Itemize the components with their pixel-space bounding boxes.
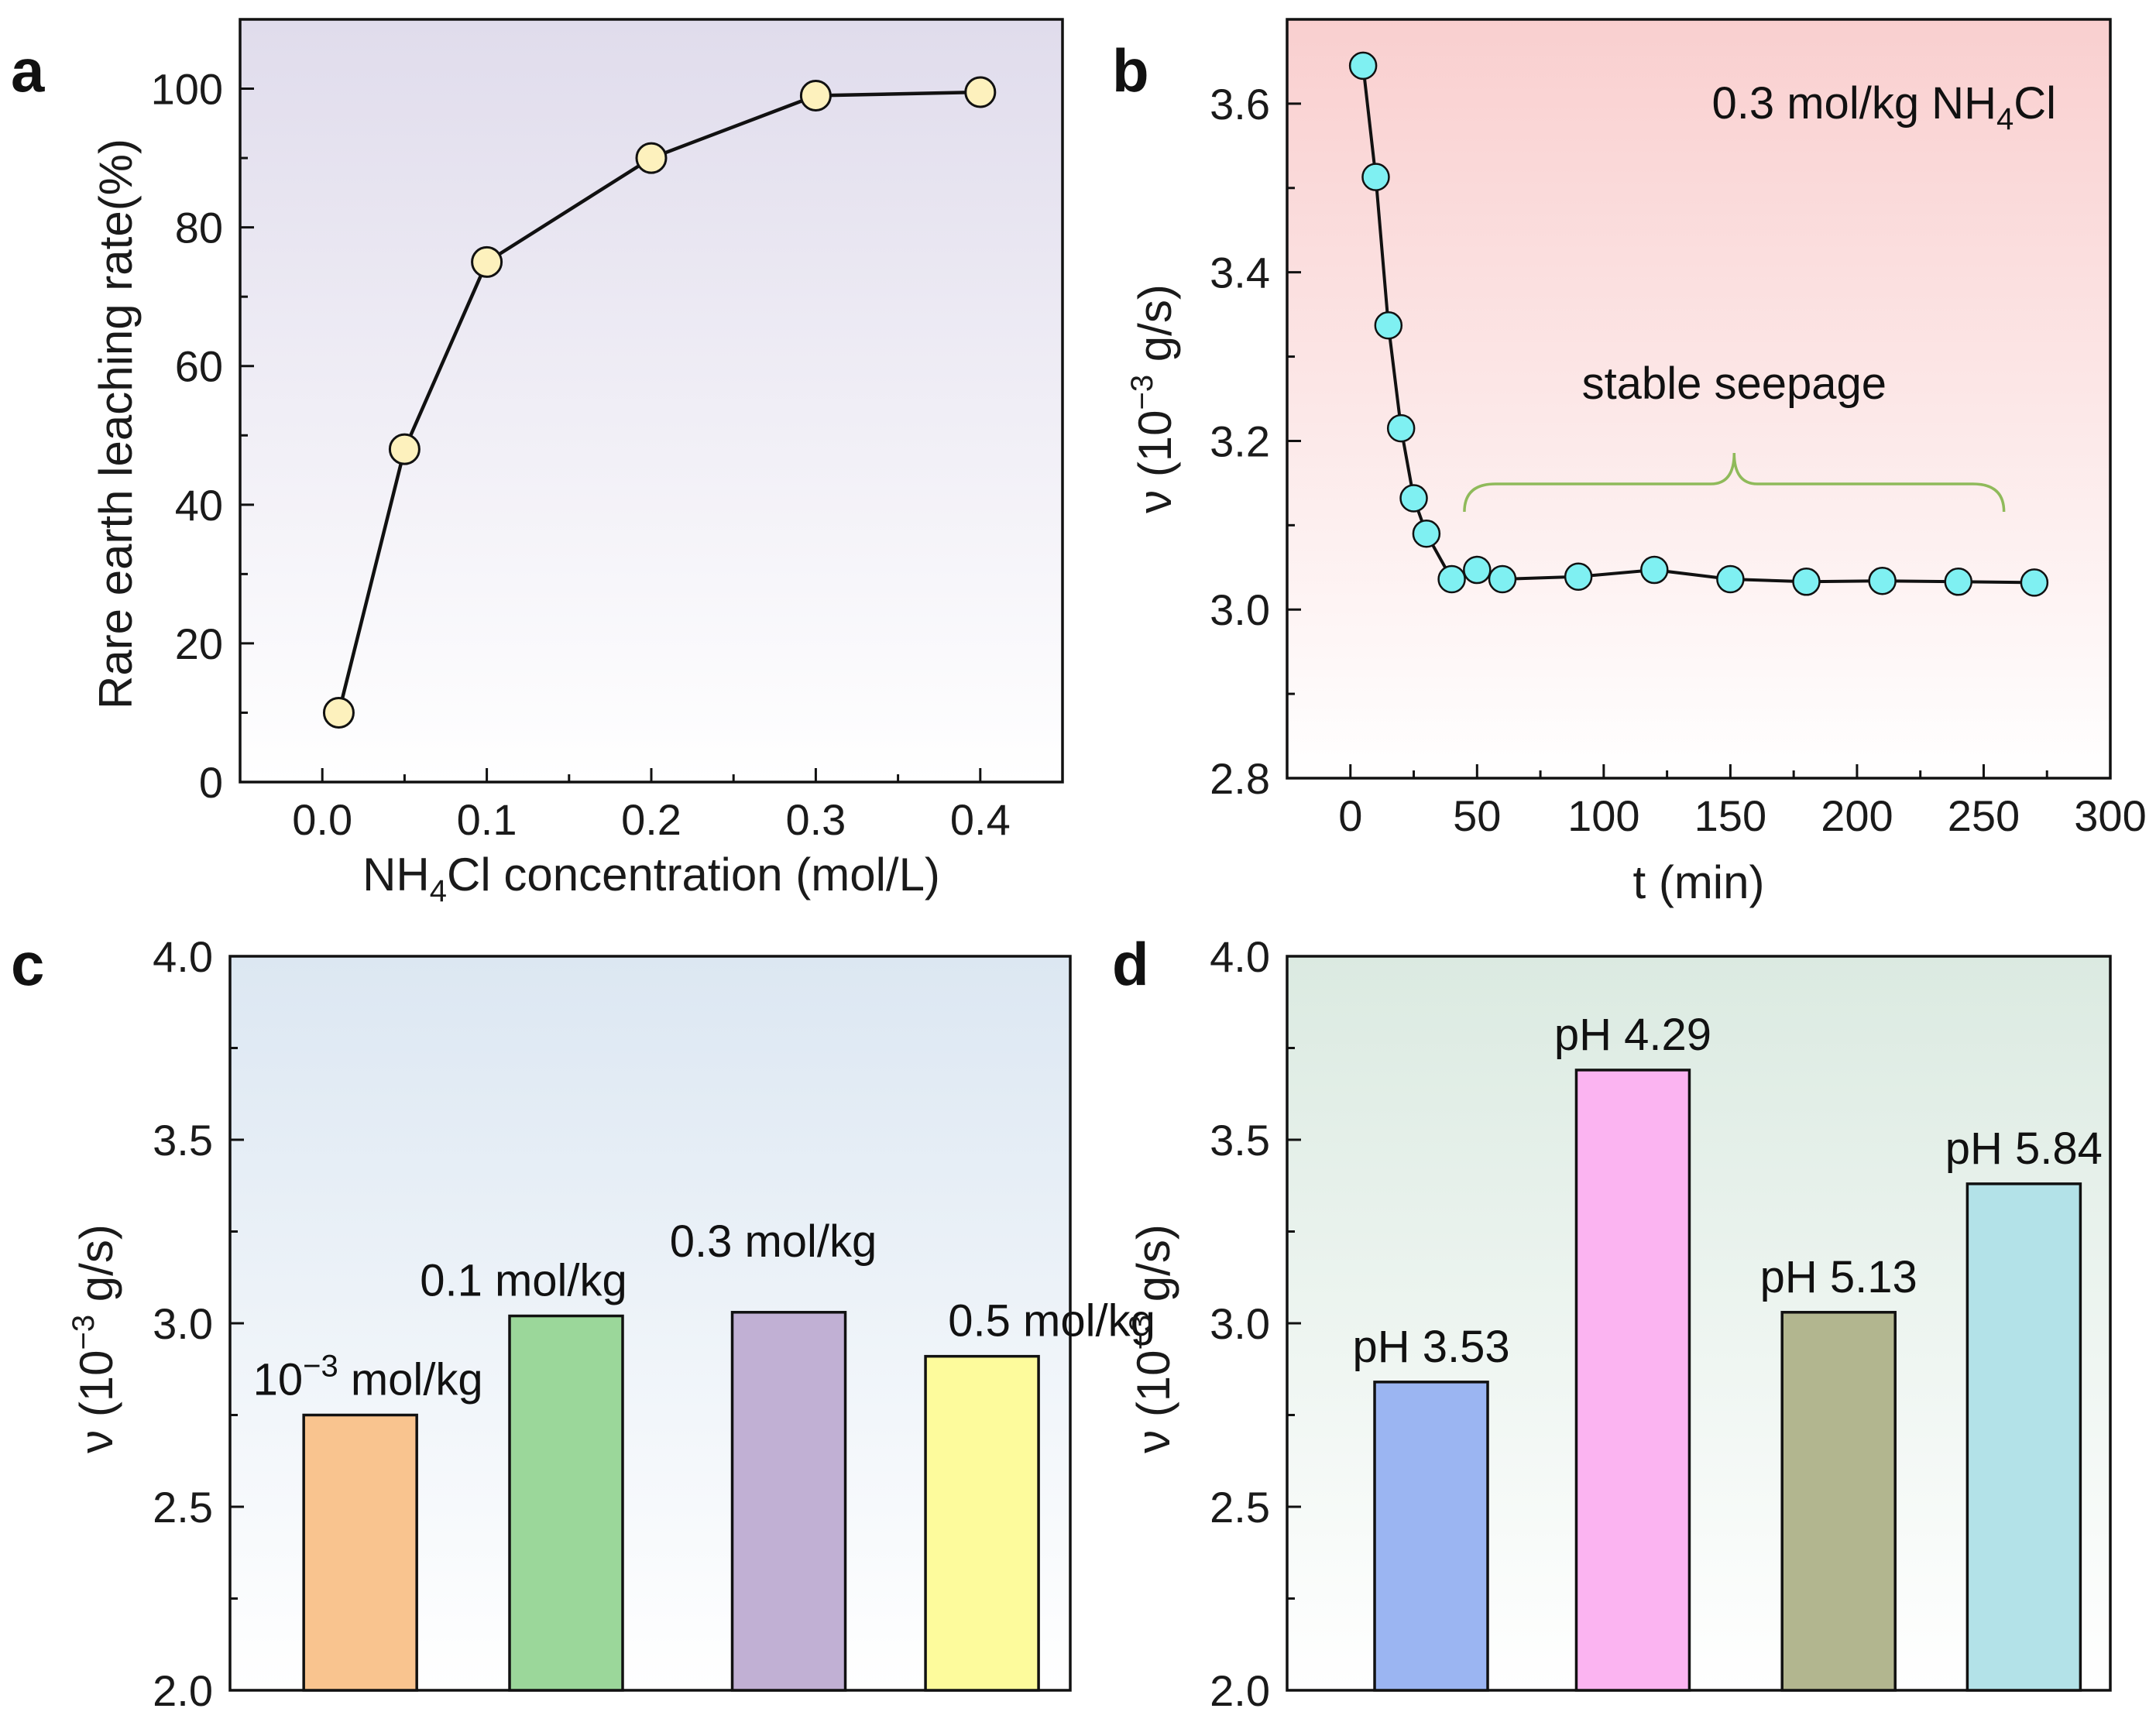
data-point — [1716, 564, 1745, 594]
y-axis-title: ν (10−3 g/s) — [1125, 284, 1181, 513]
x-tick-label: 0 — [1338, 791, 1362, 840]
y-tick-label: 2.0 — [153, 1666, 213, 1715]
bar-4 — [1965, 1182, 2082, 1692]
y-tick-label: 3.0 — [153, 1299, 213, 1348]
plot-frame — [1286, 955, 2112, 1692]
y-tick-label: 2.8 — [1210, 754, 1270, 803]
bar-1 — [302, 1413, 418, 1692]
data-point — [1944, 568, 1973, 596]
data-point — [322, 696, 355, 729]
x-tick-label: 0.2 — [621, 795, 681, 844]
x-tick-label: 250 — [1948, 791, 2020, 840]
bar-3 — [1780, 1311, 1897, 1692]
plot-background — [240, 19, 1063, 782]
y-axis-title: ν (10−3 g/s) — [67, 1224, 122, 1453]
data-point — [1361, 163, 1390, 191]
y-tick-label: 3.4 — [1210, 249, 1270, 297]
x-tick-label: 200 — [1821, 791, 1893, 840]
plot-frame — [239, 18, 1064, 784]
plot-background — [1287, 19, 2110, 778]
bar-label-3: pH 5.13 — [1760, 1252, 1917, 1302]
data-point — [1399, 484, 1428, 513]
y-tick-label: 2.5 — [1210, 1483, 1270, 1532]
data-point — [2020, 568, 2049, 597]
panel-label-b: b — [1112, 36, 1149, 105]
y-tick-label: 2.5 — [153, 1483, 213, 1532]
x-tick-label: 0.4 — [950, 795, 1011, 844]
data-point — [1792, 568, 1821, 596]
data-point — [1868, 566, 1897, 595]
bar-3 — [730, 1311, 847, 1692]
bar-label-1: 10−3 mol/kg — [253, 1350, 483, 1405]
x-tick-label: 0.1 — [457, 795, 517, 844]
data-point — [1437, 564, 1466, 594]
bar-2 — [508, 1314, 624, 1692]
y-tick-label: 40 — [175, 481, 223, 530]
bar-label-4: 0.5 mol/kg — [948, 1296, 1155, 1346]
bar-label-2: 0.1 mol/kg — [420, 1256, 627, 1306]
plot-frame — [228, 955, 1072, 1692]
data-point — [799, 80, 832, 111]
data-point — [1463, 555, 1492, 585]
y-tick-label: 4.0 — [1210, 932, 1270, 981]
bar-1 — [1373, 1381, 1489, 1692]
y-tick-label: 3.5 — [1210, 1116, 1270, 1165]
panel-d-ph-bar-chart: 2.0 2.5 3.0 3.5 4.0 pH 3.53 pH 4.29 pH 5.13 pH 5… — [1124, 932, 2112, 1715]
y-tick-label: 3.6 — [1210, 80, 1270, 129]
data-point — [1386, 413, 1416, 443]
x-tick-label: 300 — [2074, 791, 2146, 840]
data-point — [388, 433, 421, 465]
y-tick-label: 3.0 — [1210, 1299, 1270, 1348]
panel-label-c: c — [11, 930, 44, 998]
y-tick-label: 100 — [151, 65, 223, 114]
series-line — [337, 90, 980, 713]
x-tick-label: 0.0 — [292, 795, 352, 844]
x-tick-label: 100 — [1567, 791, 1639, 840]
data-point — [1564, 562, 1593, 592]
x-axis-title: NH4Cl concentration (mol/L) — [362, 849, 940, 908]
x-axis-title: t (min) — [1633, 856, 1765, 908]
data-point — [1348, 51, 1378, 81]
bar-4 — [924, 1354, 1040, 1692]
data-point — [1412, 519, 1441, 548]
x-tick-label: 0.3 — [785, 795, 846, 844]
panel-c-concentration-bar-chart: 2.0 2.5 3.0 3.5 4.0 10−3 mol/kg 0.1 mol/kg 0.3 … — [67, 932, 1155, 1715]
panel-label-d: d — [1112, 930, 1149, 998]
y-tick-label: 20 — [175, 619, 223, 668]
y-tick-label: 2.0 — [1210, 1666, 1270, 1715]
data-point — [635, 142, 668, 174]
y-tick-label: 60 — [175, 342, 223, 391]
panel-b-seepage-chart: 2.8 3.0 3.2 3.4 3.6 0 50 100 150 200 250 300 0.3 mol… — [1125, 18, 2147, 908]
data-point — [1640, 555, 1669, 585]
y-axis-title: Rare earth leaching rate(%) — [90, 139, 142, 709]
bar-label-2: pH 4.29 — [1554, 1010, 1711, 1060]
annotation-stable-seepage: stable seepage — [1582, 358, 1886, 409]
panel-label-a: a — [11, 36, 45, 105]
data-point — [1488, 564, 1517, 594]
data-point — [964, 76, 997, 108]
y-tick-label: 3.2 — [1210, 417, 1270, 465]
bar-label-4: pH 5.84 — [1945, 1124, 2103, 1174]
stable-seepage-bracket — [1463, 452, 2006, 513]
y-tick-label: 4.0 — [153, 932, 213, 981]
data-point — [471, 245, 503, 278]
y-tick-label: 3.5 — [153, 1116, 213, 1165]
bar-label-1: pH 3.53 — [1352, 1322, 1509, 1372]
data-point — [1374, 311, 1403, 340]
x-tick-label: 50 — [1453, 791, 1501, 840]
x-tick-label: 150 — [1694, 791, 1766, 840]
y-tick-label: 80 — [175, 204, 223, 252]
bar-2 — [1574, 1069, 1691, 1692]
y-tick-label: 3.0 — [1210, 585, 1270, 634]
y-tick-label: 0 — [199, 758, 223, 807]
y-axis-title: ν (10−3 g/s) — [1124, 1224, 1179, 1453]
bar-label-3: 0.3 mol/kg — [670, 1216, 877, 1267]
plot-frame — [1286, 18, 2112, 780]
annotation-condition: 0.3 mol/kg NH4Cl — [1712, 78, 2057, 136]
